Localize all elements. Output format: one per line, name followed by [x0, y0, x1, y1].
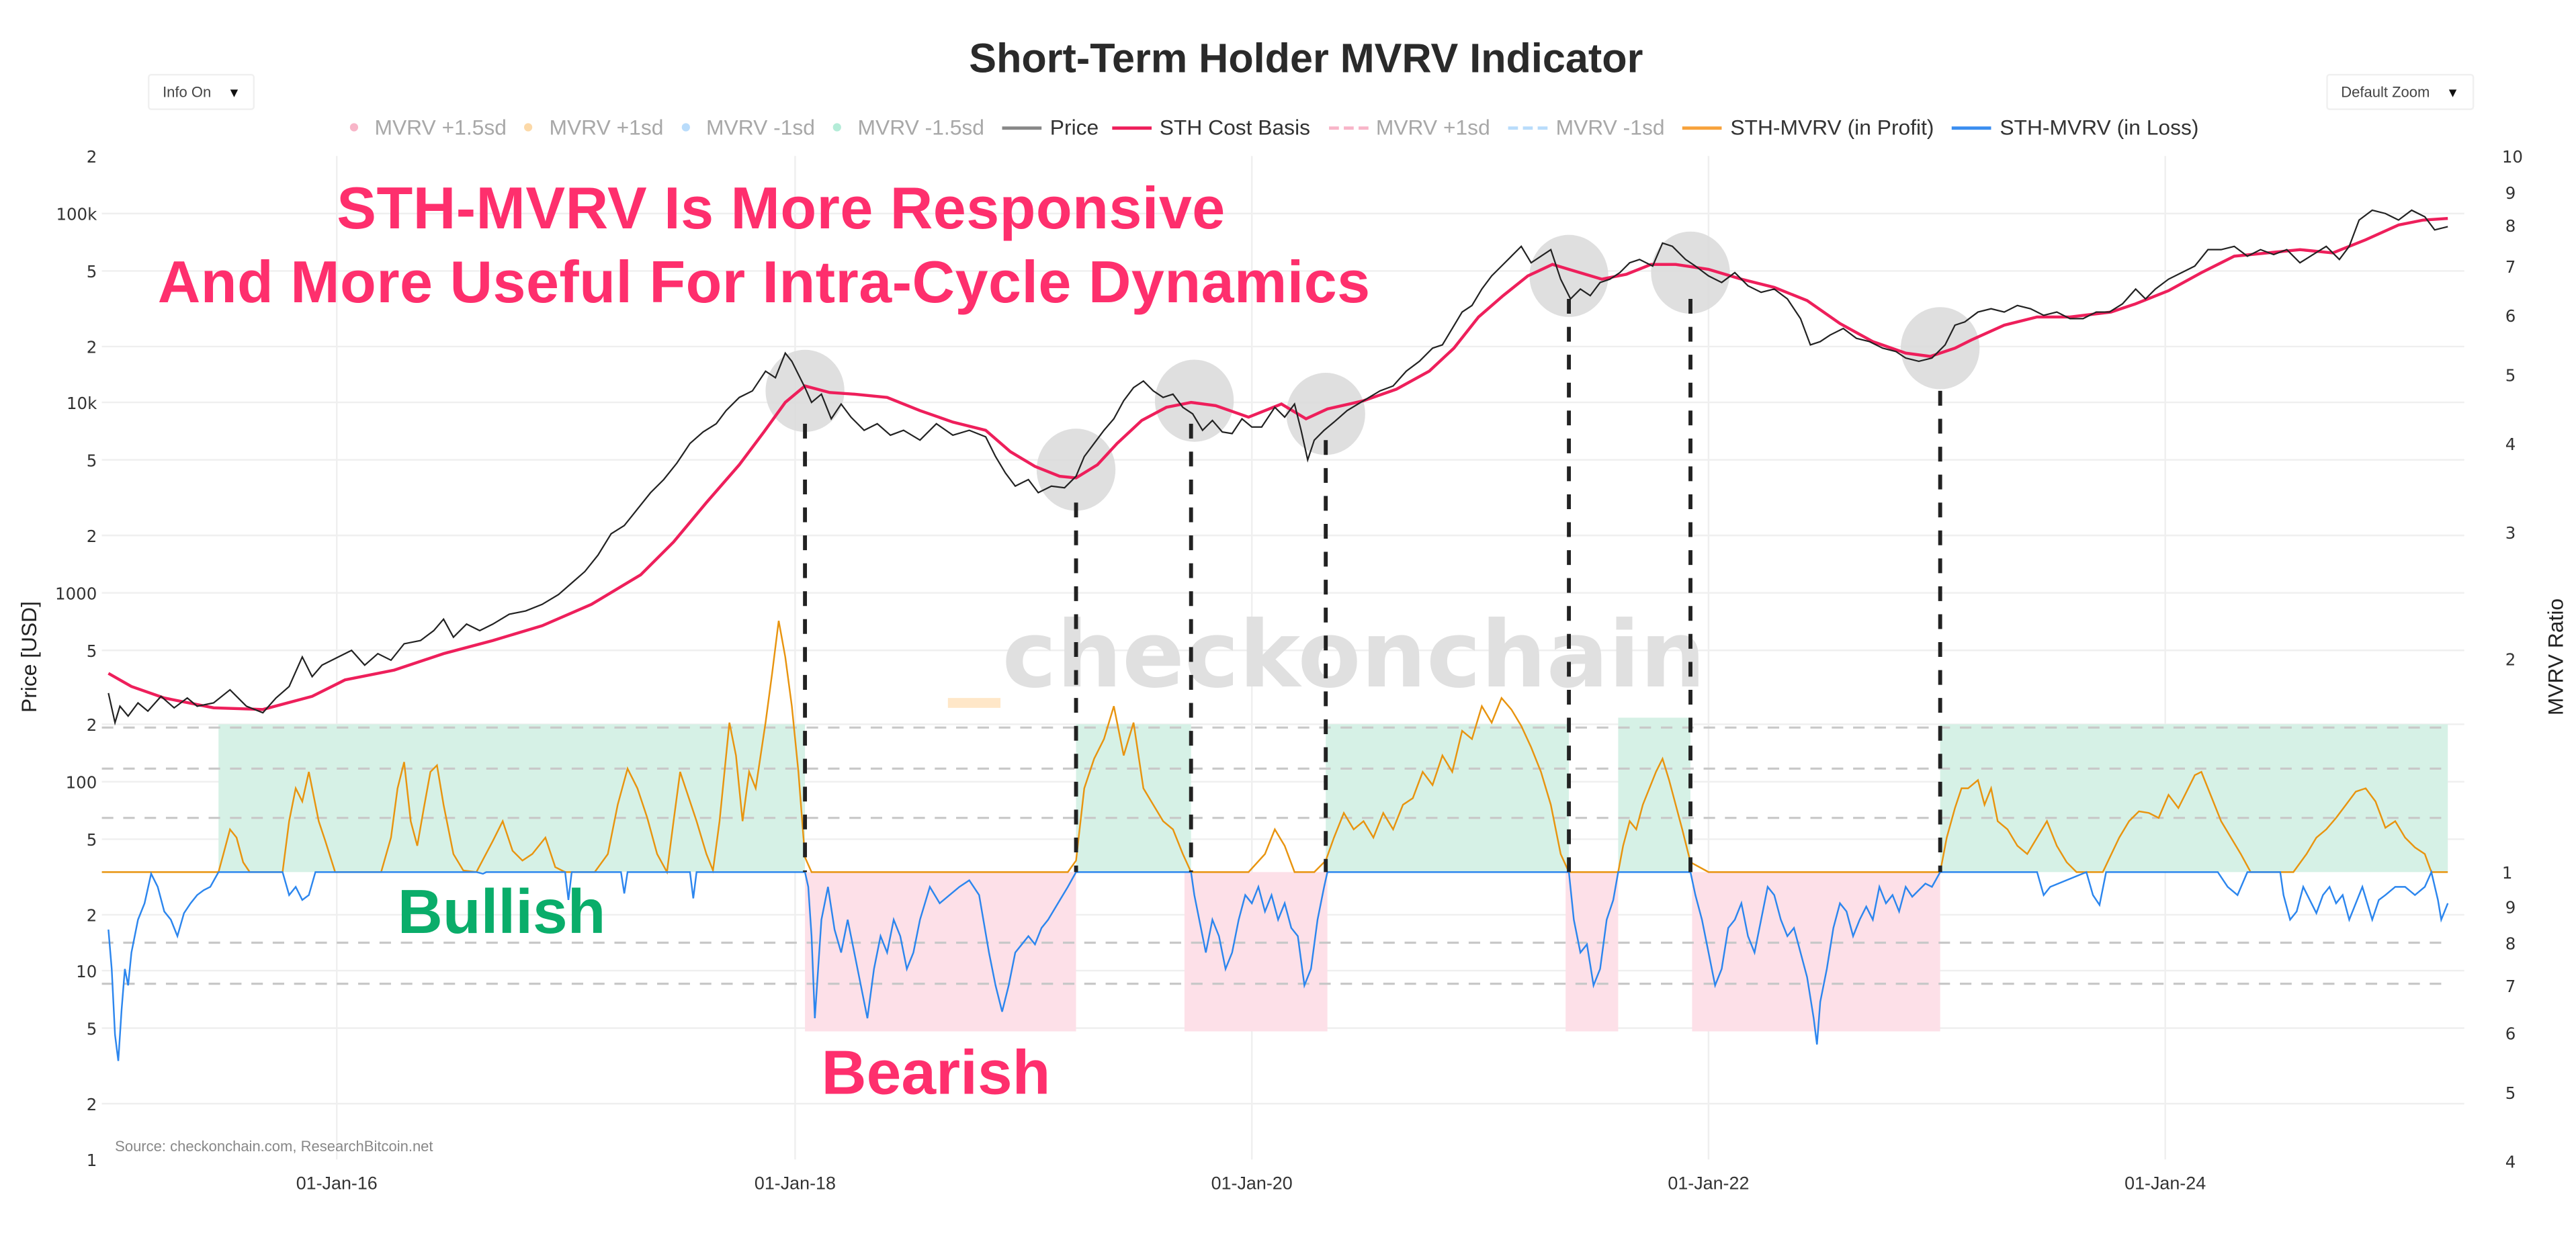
price-line — [108, 209, 2448, 726]
svg-text:4: 4 — [2505, 1152, 2516, 1171]
left-axis-title: Price [USD] — [17, 601, 41, 713]
sth-mvrv-loss-line — [108, 869, 2449, 1061]
info-dropdown-label: Info On — [163, 83, 212, 101]
svg-text:7: 7 — [2505, 257, 2516, 277]
svg-text:10k: 10k — [67, 394, 97, 413]
legend: MVRV +1.5sd MVRV +1sd MVRV -1sd MVRV -1.… — [349, 115, 2217, 140]
svg-text:5: 5 — [2505, 1083, 2516, 1103]
svg-text:9: 9 — [2505, 897, 2516, 917]
bearish-label: Bearish — [821, 1039, 1051, 1109]
right-axis: 10 9 8 7 6 5 4 3 2 1 9 8 7 6 5 4 — [2502, 147, 2523, 1171]
legend-label: STH Cost Basis — [1159, 115, 1311, 140]
svg-text:1: 1 — [2502, 863, 2513, 883]
svg-text:5: 5 — [87, 1019, 97, 1038]
svg-text:01-Jan-22: 01-Jan-22 — [1668, 1173, 1749, 1193]
legend-item-mvrv-minus-1sd[interactable]: MVRV -1sd — [681, 115, 815, 140]
legend-item-mvrv-minus-1sd-dash[interactable]: MVRV -1sd — [1508, 115, 1665, 140]
sth-mvrv-profit-line — [101, 621, 2448, 875]
svg-text:2: 2 — [87, 906, 97, 926]
svg-text:8: 8 — [2505, 216, 2516, 236]
legend-label: Price — [1049, 115, 1099, 140]
mvrv-band-lines — [101, 726, 2448, 985]
svg-text:9: 9 — [2505, 183, 2516, 203]
legend-dot-icon — [681, 123, 690, 132]
legend-item-mvrv-plus-1sd[interactable]: MVRV +1sd — [524, 115, 664, 140]
gridlines — [101, 156, 2464, 1160]
legend-item-mvrv-plus-1-5sd[interactable]: MVRV +1.5sd — [349, 115, 507, 140]
svg-text:2: 2 — [87, 527, 97, 546]
svg-text:2: 2 — [87, 715, 97, 735]
svg-text:01-Jan-24: 01-Jan-24 — [2124, 1173, 2206, 1193]
svg-text:4: 4 — [2505, 435, 2516, 454]
watermark: checkonchain — [1002, 602, 1706, 709]
chevron-down-icon: ▼ — [227, 84, 241, 99]
svg-text:100: 100 — [66, 773, 97, 793]
legend-label: MVRV -1sd — [1555, 115, 1665, 140]
legend-line-icon — [1111, 126, 1152, 129]
svg-text:01-Jan-20: 01-Jan-20 — [1211, 1173, 1293, 1193]
svg-text:5: 5 — [87, 641, 97, 661]
svg-text:6: 6 — [2505, 306, 2516, 326]
legend-label: STH-MVRV (in Profit) — [1730, 115, 1934, 140]
bearish-zones — [805, 872, 1940, 1032]
legend-dot-icon — [349, 123, 359, 132]
chart-title: Short-Term Holder MVRV Indicator — [969, 36, 1643, 83]
svg-text:3: 3 — [2505, 523, 2516, 543]
chevron-down-icon: ▼ — [2446, 84, 2460, 99]
legend-item-price[interactable]: Price — [1002, 115, 1099, 140]
watermark-logo-icon — [947, 698, 1001, 708]
legend-label: MVRV +1.5sd — [374, 115, 507, 140]
legend-item-mvrv-minus-1-5sd[interactable]: MVRV -1.5sd — [832, 115, 984, 140]
legend-line-icon — [1682, 126, 1723, 129]
legend-label: MVRV +1sd — [1375, 115, 1490, 140]
legend-line-icon — [1952, 126, 1992, 129]
right-axis-title: MVRV Ratio — [2543, 598, 2567, 715]
legend-dot-icon — [524, 123, 533, 132]
svg-text:1000: 1000 — [55, 584, 97, 603]
headline-line-2: And More Useful For Intra-Cycle Dynamics — [157, 248, 1371, 316]
cycle-marker-lines — [803, 299, 1942, 873]
headline-line-1: STH-MVRV Is More Responsive — [337, 174, 1226, 242]
svg-text:2: 2 — [87, 338, 97, 357]
legend-item-mvrv-plus-1sd-dash[interactable]: MVRV +1sd — [1328, 115, 1490, 140]
svg-text:2: 2 — [87, 1095, 97, 1114]
legend-dash-icon — [1508, 126, 1548, 129]
svg-text:7: 7 — [2505, 977, 2516, 996]
legend-label: MVRV +1sd — [549, 115, 664, 140]
legend-item-sth-mvrv-loss[interactable]: STH-MVRV (in Loss) — [1952, 115, 2198, 140]
legend-dash-icon — [1328, 126, 1368, 129]
source-note: Source: checkonchain.com, ResearchBitcoi… — [115, 1138, 433, 1155]
svg-text:01-Jan-18: 01-Jan-18 — [755, 1173, 836, 1193]
legend-label: STH-MVRV (in Loss) — [2000, 115, 2199, 140]
left-axis: 2 100k 5 2 10k 5 2 1000 5 2 100 5 2 10 5… — [55, 147, 97, 1170]
legend-dot-icon — [832, 123, 842, 132]
x-axis: 01-Jan-16 01-Jan-18 01-Jan-20 01-Jan-22 … — [296, 1173, 2206, 1193]
svg-text:1: 1 — [87, 1151, 97, 1170]
zoom-dropdown-label: Default Zoom — [2341, 83, 2430, 101]
svg-text:6: 6 — [2505, 1024, 2516, 1044]
svg-text:10: 10 — [2502, 147, 2523, 167]
svg-text:2: 2 — [87, 147, 97, 167]
legend-line-icon — [1002, 126, 1042, 129]
svg-text:01-Jan-16: 01-Jan-16 — [296, 1173, 378, 1193]
bullish-label: Bullish — [397, 879, 606, 948]
svg-text:5: 5 — [87, 262, 97, 281]
legend-item-sth-mvrv-profit[interactable]: STH-MVRV (in Profit) — [1682, 115, 1934, 140]
zoom-dropdown[interactable]: Default Zoom ▼ — [2326, 74, 2475, 110]
legend-item-sth-cost-basis[interactable]: STH Cost Basis — [1111, 115, 1311, 140]
svg-text:100k: 100k — [56, 205, 97, 224]
svg-text:10: 10 — [76, 962, 97, 981]
svg-text:5: 5 — [87, 830, 97, 850]
legend-label: MVRV -1sd — [706, 115, 815, 140]
legend-label: MVRV -1.5sd — [857, 115, 984, 140]
svg-text:8: 8 — [2505, 934, 2516, 953]
svg-text:5: 5 — [2505, 365, 2516, 385]
info-dropdown[interactable]: Info On ▼ — [148, 74, 256, 110]
svg-text:5: 5 — [87, 451, 97, 470]
bullish-zones — [218, 717, 2448, 873]
svg-text:2: 2 — [2505, 650, 2516, 669]
sth-cost-basis-line — [108, 217, 2448, 711]
